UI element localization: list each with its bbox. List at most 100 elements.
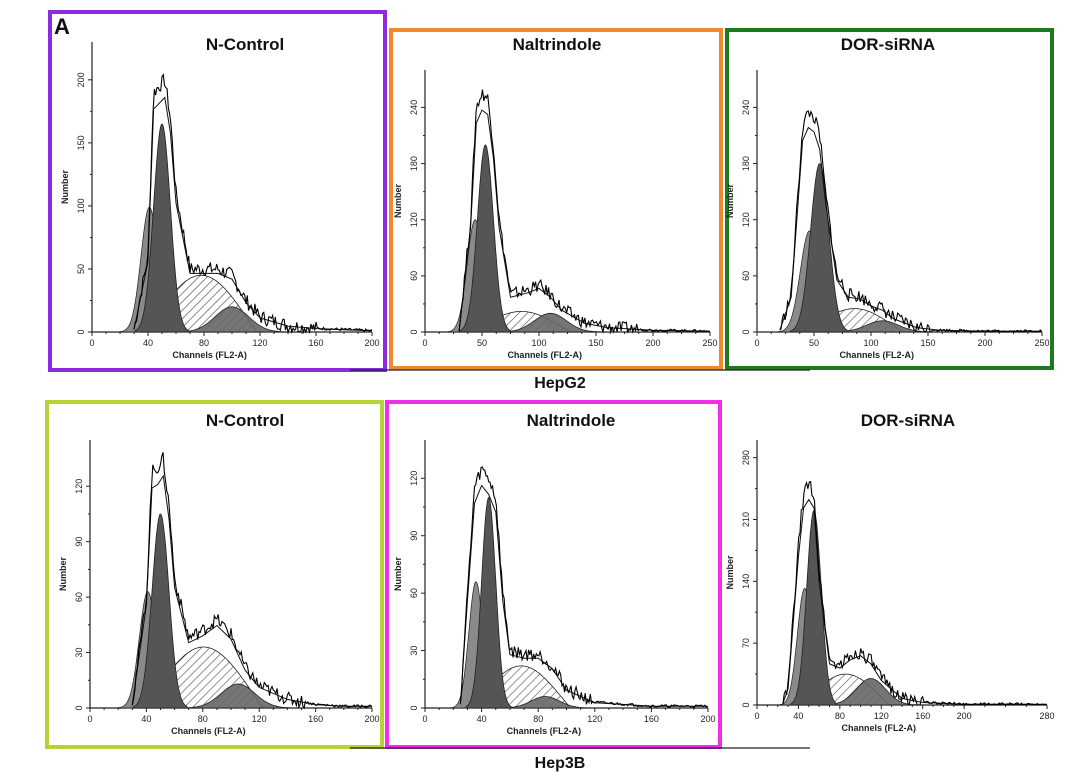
x-tick-label: 100	[863, 338, 878, 348]
x-axis-label: Channels (FL2-A)	[507, 350, 582, 360]
y-tick-label: 0	[741, 702, 751, 707]
x-axis-label: Channels (FL2-A)	[507, 726, 582, 736]
y-tick-label: 120	[409, 212, 419, 227]
x-tick-label: 0	[422, 338, 427, 348]
y-tick-label: 280	[741, 450, 751, 465]
g2-peak	[498, 312, 602, 333]
histogram-panel-hepg2-naltrindole: Naltrindole 0 60 120 180 240 0 50 100 150 200 250 Ch…	[389, 28, 723, 370]
x-tick-label: 0	[87, 714, 92, 724]
y-tick-label: 150	[76, 135, 86, 150]
histogram-panel-hepg2-dor-sirna: DOR-siRNA 0 60 120 180 240 0 50 100 150 200 250 Chan…	[725, 28, 1054, 370]
chart-title: DOR-siRNA	[861, 411, 955, 430]
x-tick-label: 200	[364, 714, 379, 724]
chart-title: N-Control	[206, 411, 284, 430]
chart-title: N-Control	[206, 35, 284, 54]
g1-peak	[465, 496, 512, 709]
histogram-line	[458, 89, 710, 334]
y-tick-label: 200	[76, 72, 86, 87]
histogram-line	[133, 73, 373, 335]
x-tick-label: 200	[364, 338, 379, 348]
g1-peak	[790, 163, 850, 333]
row-label-hepg2: HepG2	[534, 375, 586, 392]
panel-frame	[389, 28, 723, 370]
x-tick-label: 280	[1039, 711, 1054, 721]
histogram-panel-hep3b-naltrindole: Naltrindole 0 30 60 90 120 0 40 80 120 160 200 Chann…	[385, 400, 722, 749]
y-axis-label: Number	[393, 184, 403, 219]
y-axis-label: Number	[393, 557, 403, 592]
x-tick-label: 50	[477, 338, 487, 348]
x-tick-label: 200	[645, 338, 660, 348]
x-tick-label: 0	[754, 338, 759, 348]
x-tick-label: 0	[422, 714, 427, 724]
y-tick-label: 0	[741, 329, 751, 334]
histogram-line	[779, 109, 1042, 333]
x-tick-label: 150	[588, 338, 603, 348]
x-axis-label: Channels (FL2-A)	[839, 350, 914, 360]
x-tick-label: 40	[793, 711, 803, 721]
histogram-line	[459, 466, 708, 709]
g1-peak	[132, 513, 189, 709]
x-tick-label: 80	[198, 714, 208, 724]
y-tick-label: 60	[741, 271, 751, 281]
x-tick-label: 120	[252, 714, 267, 724]
x-tick-label: 250	[1034, 338, 1049, 348]
g2-peak	[824, 678, 918, 706]
histogram-panel-hep3b-dor-sirna: DOR-siRNA 0 70 140 210 280 0 40 80 120 160 200 280 Ch…	[725, 411, 1055, 733]
panel-frame	[725, 28, 1054, 370]
x-tick-label: 40	[143, 338, 153, 348]
x-tick-label: 80	[199, 338, 209, 348]
histogram-line	[131, 452, 373, 710]
x-tick-label: 160	[308, 338, 323, 348]
y-tick-label: 120	[409, 471, 419, 486]
y-tick-label: 60	[409, 271, 419, 281]
chart-title: DOR-siRNA	[841, 35, 935, 54]
panel-frame	[385, 400, 722, 749]
chart-title: Naltrindole	[527, 411, 616, 430]
panels: N-Control 0 50 100 150 200 0 40 80 120 160 200 Chann…	[45, 10, 1055, 749]
x-tick-label: 40	[141, 714, 151, 724]
g1-peak	[459, 144, 512, 333]
y-tick-label: 0	[74, 705, 84, 710]
x-tick-label: 120	[874, 711, 889, 721]
y-tick-label: 140	[741, 574, 751, 589]
y-tick-label: 210	[741, 512, 751, 527]
row-label-hep3b: Hep3B	[535, 755, 586, 772]
g1-peak	[134, 123, 190, 333]
y-axis-label: Number	[725, 184, 735, 219]
y-tick-label: 30	[74, 648, 84, 658]
y-tick-label: 100	[76, 198, 86, 213]
chart-title: Naltrindole	[513, 35, 602, 54]
panel-frame	[48, 10, 387, 372]
y-tick-label: 0	[409, 329, 419, 334]
x-tick-label: 200	[700, 714, 715, 724]
histogram-panel-hep3b-n-control: N-Control 0 30 60 90 120 0 40 80 120 160 200 Channel…	[45, 400, 384, 749]
fit-envelope	[779, 126, 1042, 332]
histogram-panel-hepg2-n-control: N-Control 0 50 100 150 200 0 40 80 120 160 200 Chann…	[48, 10, 387, 372]
y-axis-label: Number	[58, 557, 68, 592]
y-tick-label: 180	[409, 156, 419, 171]
x-tick-label: 0	[89, 338, 94, 348]
x-tick-label: 120	[252, 338, 267, 348]
x-tick-label: 160	[308, 714, 323, 724]
y-tick-label: 90	[409, 531, 419, 541]
x-tick-label: 0	[754, 711, 759, 721]
y-tick-label: 120	[74, 479, 84, 494]
x-axis-label: Channels (FL2-A)	[842, 723, 917, 733]
x-tick-label: 200	[977, 338, 992, 348]
y-tick-label: 180	[741, 156, 751, 171]
g2-peak	[183, 683, 293, 709]
y-axis-label: Number	[60, 170, 70, 205]
y-tick-label: 60	[409, 588, 419, 598]
x-tick-label: 40	[477, 714, 487, 724]
g2-peak	[499, 696, 592, 709]
g2-peak	[177, 306, 286, 333]
panel-label: A	[54, 14, 70, 39]
x-tick-label: 80	[533, 714, 543, 724]
panel-frame	[45, 400, 384, 749]
fit-envelope	[458, 109, 711, 332]
y-tick-label: 90	[74, 537, 84, 547]
x-tick-label: 100	[531, 338, 546, 348]
x-tick-label: 120	[587, 714, 602, 724]
x-tick-label: 200	[957, 711, 972, 721]
